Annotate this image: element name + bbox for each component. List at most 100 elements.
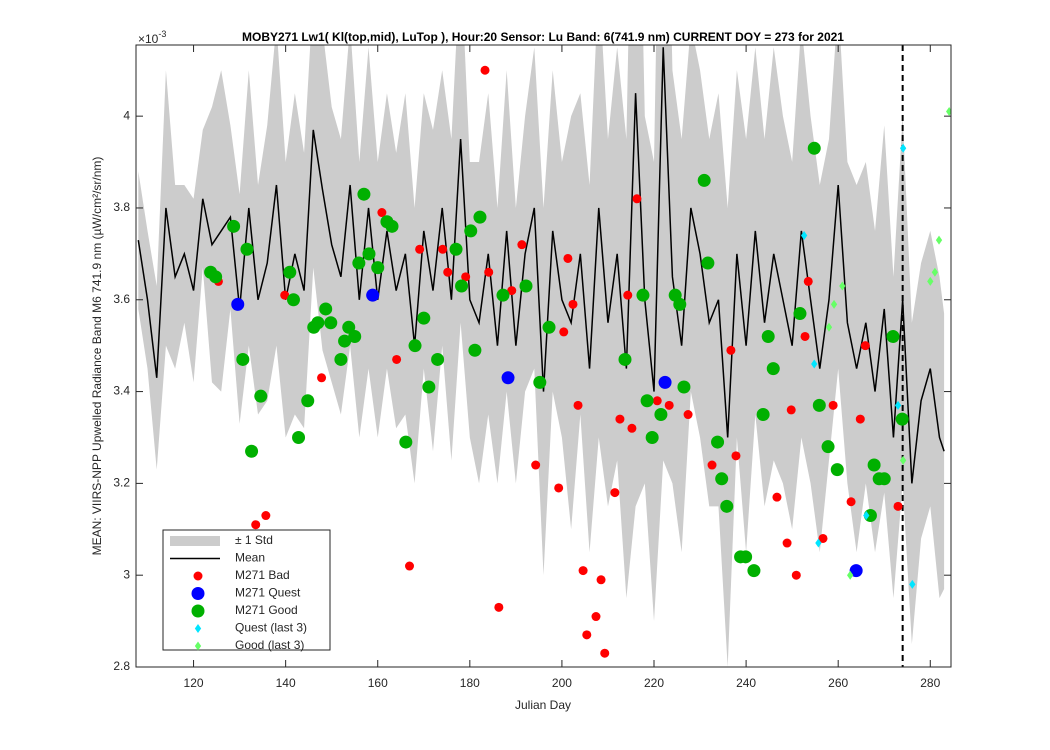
circle-marker (399, 435, 413, 449)
circle-marker (517, 240, 527, 250)
y-tick-label: 3.6 (113, 292, 130, 306)
circle-marker (324, 316, 338, 330)
diamond-marker (946, 107, 951, 117)
y-tick-label: 3 (123, 567, 130, 581)
legend-label: M271 Bad (235, 568, 290, 582)
circle-marker (449, 242, 463, 256)
circle-marker (352, 256, 366, 270)
circle-marker (711, 435, 725, 449)
circle-marker (501, 371, 515, 385)
circle-marker (494, 602, 504, 612)
y-tick-label: 3.4 (113, 384, 130, 398)
circle-marker (707, 460, 717, 470)
circle-marker (392, 354, 402, 364)
circle-marker (231, 297, 245, 311)
circle-marker (756, 408, 770, 422)
axes: 120 140 160 180 200 220 240 260 280 2.8 3 3.2 3.4 3.6… (113, 44, 952, 690)
circle-marker (473, 210, 487, 224)
legend-label: ± 1 Std (235, 533, 273, 547)
diamond-marker (194, 624, 202, 633)
circle-marker (573, 400, 583, 410)
circle-marker (867, 458, 881, 472)
legend: ± 1 Std Mean M271 Bad M271 Quest M271 Good Qu… (162, 529, 331, 652)
circle-marker (533, 375, 547, 389)
circle-marker (761, 329, 775, 343)
circle-marker (886, 329, 900, 343)
legend-label: M271 Good (235, 603, 298, 617)
circle-marker (554, 483, 564, 493)
diamond-marker (931, 267, 939, 277)
y-tick-label: 3.2 (113, 476, 130, 490)
circle-marker (830, 463, 844, 477)
diamond-marker (927, 276, 934, 286)
circle-marker (855, 414, 865, 424)
circle-marker (578, 566, 588, 576)
circle-marker (766, 362, 780, 376)
x-tick-label: 160 (368, 676, 388, 690)
diamond-marker (935, 235, 943, 245)
legend-label: Quest (last 3) (235, 621, 307, 635)
y-axis-label: MEAN: VIIRS-NPP Upwelled Radiance Band M… (90, 157, 104, 556)
circle-marker (640, 394, 654, 408)
y-multiplier: ×10-3 (138, 29, 166, 46)
x-tick-label: 200 (552, 676, 572, 690)
circle-marker (863, 509, 877, 523)
circle-marker (677, 380, 691, 394)
circle-marker (357, 187, 371, 201)
circle-marker (610, 488, 620, 498)
circle-marker (292, 430, 306, 444)
plot-area (137, 45, 951, 667)
circle-marker (791, 570, 801, 580)
diamond-marker (839, 281, 846, 291)
diamond-marker (825, 322, 833, 332)
circle-marker (596, 575, 606, 585)
circle-marker (697, 173, 711, 187)
circle-marker (800, 331, 810, 341)
circle-marker (461, 272, 471, 282)
circle-marker (348, 329, 362, 343)
circle-marker (417, 311, 431, 325)
circle-marker (227, 219, 241, 233)
circle-marker (519, 279, 533, 293)
multiplier-base: ×10 (138, 32, 159, 46)
diamond-marker (830, 299, 838, 309)
circle-marker (828, 400, 838, 410)
circle-marker (618, 352, 632, 366)
diamond-marker (909, 579, 916, 589)
circle-marker (280, 290, 290, 300)
circle-marker (317, 373, 327, 383)
circle-marker (893, 501, 903, 511)
circle-marker (701, 256, 715, 270)
diamond-marker (815, 538, 822, 548)
circle-marker (377, 208, 387, 218)
circle-marker (645, 430, 659, 444)
diamond-marker (811, 359, 818, 369)
x-tick-label: 180 (460, 676, 480, 690)
axes-box (135, 44, 952, 668)
circle-marker (366, 288, 380, 302)
circle-marker (480, 65, 490, 75)
circle-marker (803, 276, 813, 286)
circle-marker (531, 460, 541, 470)
circle-marker (484, 267, 494, 277)
circle-marker (563, 253, 573, 263)
diamond-marker (847, 570, 854, 580)
legend-band-swatch (170, 536, 220, 546)
circle-marker (818, 533, 828, 543)
x-tick-label: 240 (736, 676, 756, 690)
circle-marker (877, 472, 891, 486)
y-tick-label: 4 (123, 108, 130, 122)
circle-marker (846, 497, 856, 507)
circle-marker (251, 520, 261, 530)
circle-marker (496, 288, 510, 302)
y-tick-label: 3.8 (113, 200, 130, 214)
circle-marker (849, 564, 863, 578)
circle-marker (591, 612, 601, 622)
x-axis-label: Julian Day (515, 698, 571, 712)
circle-marker (507, 286, 517, 296)
circle-marker (431, 352, 445, 366)
x-tick-label: 120 (184, 676, 204, 690)
circle-marker (191, 604, 205, 618)
circle-marker (240, 242, 254, 256)
circle-marker (438, 244, 448, 254)
